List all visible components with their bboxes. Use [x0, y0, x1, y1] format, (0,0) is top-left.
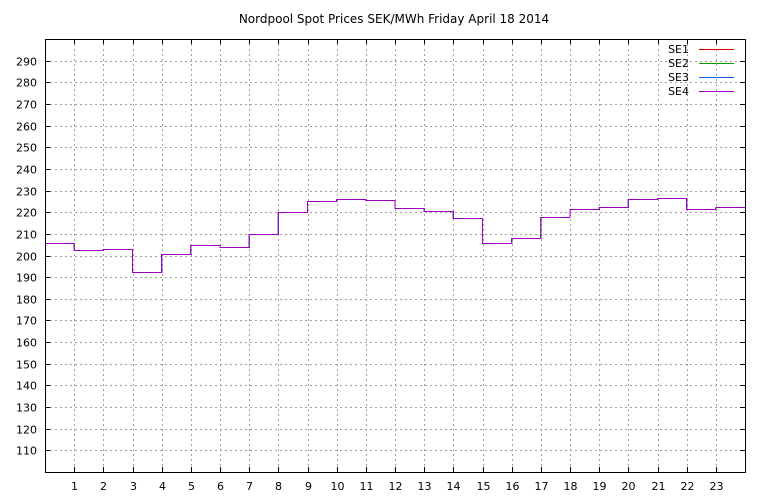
legend-label-se4: SE4 [668, 85, 689, 98]
x-tick-label: 1 [71, 480, 78, 493]
x-tick-label: 23 [710, 480, 724, 493]
x-tick-label: 20 [622, 480, 636, 493]
y-tick-label: 170 [16, 315, 37, 328]
y-tick-label: 260 [16, 121, 37, 134]
grid-lines [45, 39, 745, 472]
x-tick-label: 8 [275, 480, 282, 493]
x-tick-label: 3 [130, 480, 137, 493]
x-tick-label: 19 [593, 480, 607, 493]
y-tick-label: 130 [16, 402, 37, 415]
legend-label-se3: SE3 [668, 71, 689, 84]
x-tick-label: 7 [246, 480, 253, 493]
y-tick-label: 250 [16, 142, 37, 155]
x-tick-label: 2 [100, 480, 107, 493]
legend-label-se2: SE2 [668, 57, 689, 70]
series-lines [45, 198, 745, 273]
x-tick-label: 15 [477, 480, 491, 493]
y-tick-label: 160 [16, 337, 37, 350]
y-tick-label: 200 [16, 251, 37, 264]
y-tick-label: 120 [16, 424, 37, 437]
x-tick-label: 16 [506, 480, 520, 493]
y-tick-label: 240 [16, 164, 37, 177]
y-tick-label: 110 [16, 445, 37, 458]
y-tick-label: 190 [16, 272, 37, 285]
x-tick-label: 14 [447, 480, 461, 493]
y-tick-label: 230 [16, 186, 37, 199]
legend-label-se1: SE1 [668, 43, 689, 56]
y-tick-label: 150 [16, 359, 37, 372]
y-tick-label: 210 [16, 229, 37, 242]
y-tick-label: 290 [16, 56, 37, 69]
y-tick-label: 220 [16, 207, 37, 220]
x-tick-label: 9 [305, 480, 312, 493]
axis-ticks: 1101201301401501601701801902002102202302… [16, 39, 745, 493]
x-tick-label: 10 [331, 480, 345, 493]
x-tick-label: 12 [389, 480, 403, 493]
x-tick-label: 4 [159, 480, 166, 493]
x-tick-label: 18 [564, 480, 578, 493]
x-tick-label: 21 [652, 480, 666, 493]
y-tick-label: 180 [16, 294, 37, 307]
y-tick-label: 270 [16, 99, 37, 112]
y-tick-label: 280 [16, 77, 37, 90]
series-line-se4 [45, 198, 745, 273]
x-tick-label: 13 [418, 480, 432, 493]
x-tick-label: 5 [188, 480, 195, 493]
chart-title: Nordpool Spot Prices SEK/MWh Friday Apri… [239, 12, 549, 26]
x-tick-label: 11 [360, 480, 374, 493]
x-tick-label: 6 [217, 480, 224, 493]
y-tick-label: 140 [16, 380, 37, 393]
x-tick-label: 22 [681, 480, 695, 493]
x-tick-label: 17 [535, 480, 549, 493]
